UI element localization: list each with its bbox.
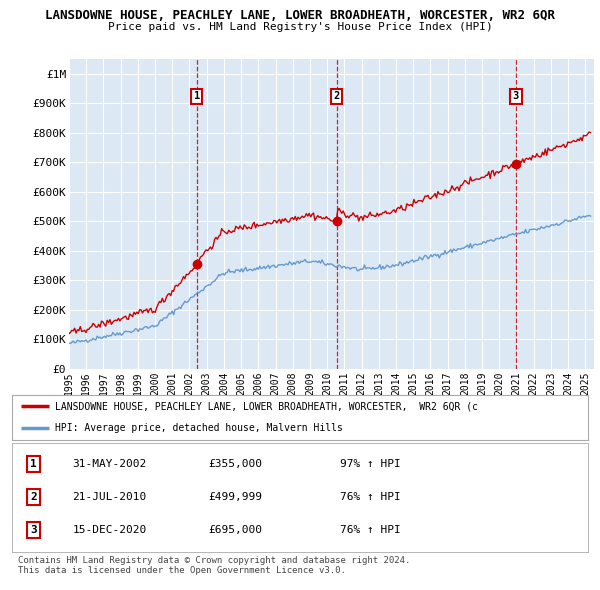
Text: 76% ↑ HPI: 76% ↑ HPI (340, 492, 401, 502)
Text: £695,000: £695,000 (208, 525, 262, 535)
Text: Price paid vs. HM Land Registry's House Price Index (HPI): Price paid vs. HM Land Registry's House … (107, 22, 493, 32)
Text: 31-MAY-2002: 31-MAY-2002 (73, 460, 147, 469)
Text: £355,000: £355,000 (208, 460, 262, 469)
Text: 3: 3 (30, 525, 37, 535)
Text: 97% ↑ HPI: 97% ↑ HPI (340, 460, 401, 469)
Text: 1: 1 (194, 91, 200, 101)
Text: HPI: Average price, detached house, Malvern Hills: HPI: Average price, detached house, Malv… (55, 424, 343, 434)
Text: 21-JUL-2010: 21-JUL-2010 (73, 492, 147, 502)
Text: 76% ↑ HPI: 76% ↑ HPI (340, 525, 401, 535)
Text: 15-DEC-2020: 15-DEC-2020 (73, 525, 147, 535)
Text: 2: 2 (30, 492, 37, 502)
Text: 2: 2 (334, 91, 340, 101)
Text: LANSDOWNE HOUSE, PEACHLEY LANE, LOWER BROADHEATH, WORCESTER,  WR2 6QR (c: LANSDOWNE HOUSE, PEACHLEY LANE, LOWER BR… (55, 401, 478, 411)
Text: £499,999: £499,999 (208, 492, 262, 502)
Text: 1: 1 (30, 460, 37, 469)
Text: Contains HM Land Registry data © Crown copyright and database right 2024.
This d: Contains HM Land Registry data © Crown c… (18, 556, 410, 575)
Text: LANSDOWNE HOUSE, PEACHLEY LANE, LOWER BROADHEATH, WORCESTER, WR2 6QR: LANSDOWNE HOUSE, PEACHLEY LANE, LOWER BR… (45, 9, 555, 22)
Text: 3: 3 (513, 91, 519, 101)
